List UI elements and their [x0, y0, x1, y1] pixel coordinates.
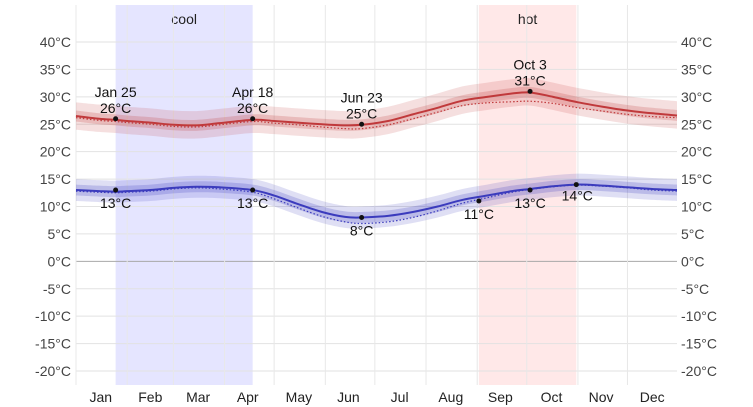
daily-high-average-line	[75, 100, 678, 130]
annotation-point	[573, 182, 579, 188]
annotation-point	[250, 187, 256, 193]
x-tick-label: Aug	[438, 389, 463, 405]
y-tick-label-right: 25°C	[681, 116, 712, 132]
annotation-point	[359, 214, 365, 220]
y-tick-label-right: -5°C	[681, 281, 709, 297]
x-tick-label: Jun	[337, 389, 360, 405]
y-tick-label-left: -15°C	[35, 336, 71, 352]
y-tick-label-left: 30°C	[40, 89, 71, 105]
annotation-label: Oct 3	[513, 56, 547, 72]
y-tick-label-left: 5°C	[48, 226, 72, 242]
annotation-label: 26°C	[237, 100, 268, 116]
annotation-label: 13°C	[237, 195, 268, 211]
y-tick-label-left: 25°C	[40, 116, 71, 132]
y-tick-label-right: 30°C	[681, 89, 712, 105]
y-tick-label-right: 40°C	[681, 34, 712, 50]
y-tick-label-left: -5°C	[43, 281, 71, 297]
y-tick-label-right: -20°C	[681, 363, 717, 379]
annotation-label: 13°C	[100, 195, 131, 211]
y-tick-label-left: 15°C	[40, 171, 71, 187]
y-tick-label-left: -10°C	[35, 308, 71, 324]
annotation-point	[113, 116, 119, 122]
y-tick-label-right: 5°C	[681, 226, 705, 242]
y-tick-label-left: 20°C	[40, 144, 71, 160]
annotation-point	[250, 116, 256, 122]
x-tick-label: Feb	[138, 389, 162, 405]
y-tick-label-left: -20°C	[35, 363, 71, 379]
x-tick-label: Oct	[541, 389, 563, 405]
annotation-label: Apr 18	[232, 84, 273, 100]
y-tick-label-right: 20°C	[681, 144, 712, 160]
annotation-point	[527, 88, 533, 94]
annotation-label: Jan 25	[95, 84, 137, 100]
x-tick-label: May	[286, 389, 312, 405]
x-tick-label: Nov	[589, 389, 614, 405]
daily-high-band-25-75	[76, 86, 677, 131]
x-tick-label: Mar	[186, 389, 210, 405]
y-tick-label-right: -15°C	[681, 336, 717, 352]
annotation-label: 11°C	[464, 206, 494, 222]
annotation-point	[359, 121, 365, 127]
x-tick-label: Jan	[89, 389, 112, 405]
x-tick-label: Sep	[488, 389, 513, 405]
season-band-cool	[115, 5, 253, 385]
y-tick-label-left: 10°C	[40, 199, 71, 215]
y-tick-label-right: 0°C	[681, 253, 705, 269]
y-tick-label-right: 35°C	[681, 61, 712, 77]
annotation-point	[527, 187, 533, 193]
annotation-point	[113, 187, 119, 193]
annotation-label: 25°C	[346, 105, 377, 121]
annotation-label: 26°C	[100, 100, 131, 116]
axis-ticks: 40°C 40°C 35°C 35°C 30°C 30°C 25°C 25°C 20°C 20°C…	[35, 34, 717, 405]
y-tick-label-left: 0°C	[48, 253, 72, 269]
y-tick-label-right: 10°C	[681, 199, 712, 215]
y-tick-label-right: 15°C	[681, 171, 712, 187]
season-label-hot: hot	[518, 11, 538, 27]
x-tick-label: Apr	[237, 389, 259, 405]
y-tick-label-right: -10°C	[681, 308, 717, 324]
season-label-cool: cool	[171, 11, 197, 27]
x-tick-label: Dec	[640, 389, 665, 405]
annotation-label: 31°C	[514, 72, 545, 88]
y-tick-label-left: 40°C	[40, 34, 71, 50]
annotation-label: 13°C	[514, 195, 545, 211]
x-tick-label: Jul	[391, 389, 409, 405]
annotation-label: 8°C	[350, 222, 374, 238]
annotation-label: 14°C	[562, 188, 593, 204]
y-tick-label-left: 35°C	[40, 61, 71, 77]
annotation-point	[476, 198, 482, 204]
annotation-label: Jun 23	[341, 89, 383, 105]
